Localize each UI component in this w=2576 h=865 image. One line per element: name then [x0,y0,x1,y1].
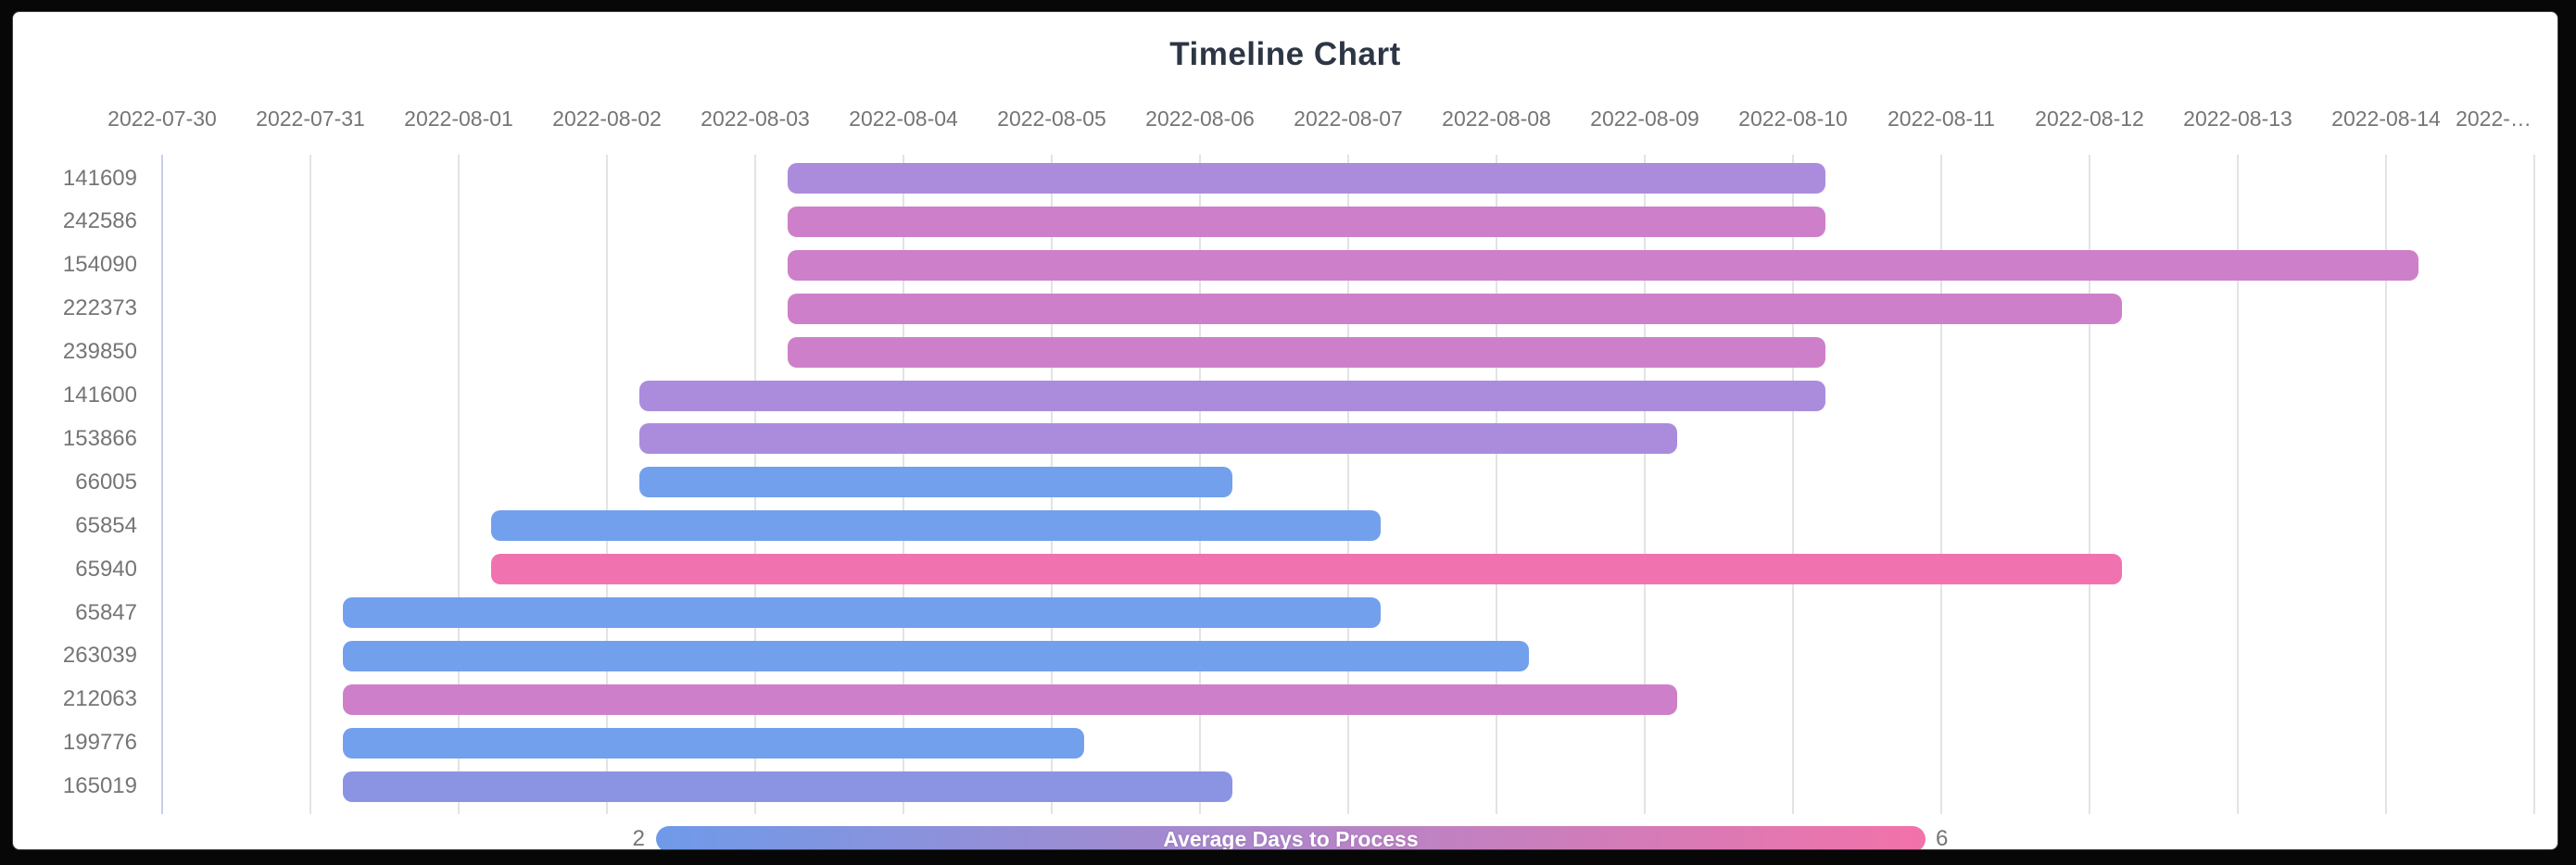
y-axis-row-label: 141600 [62,382,137,407]
x-axis-tick-label: 2022-… [2456,107,2532,131]
gridline [2533,155,2535,814]
chart-title: Timeline Chart [1169,36,1401,72]
y-axis-row-label: 199776 [62,730,137,756]
x-axis-tick-label: 2022-07-30 [107,107,217,131]
gridline [1347,155,1349,814]
y-axis-row-label: 65940 [75,556,137,582]
timeline-bar[interactable] [639,467,1233,498]
y-axis-row-label: 153866 [62,425,137,451]
x-axis-tick-label: 2022-08-11 [1888,107,1995,131]
x-axis-tick-label: 2022-08-05 [997,107,1106,131]
gridline [1940,155,1942,814]
x-axis-tick-label: 2022-08-14 [2331,107,2441,131]
y-axis-row-label: 65847 [75,599,137,625]
gridline [1792,155,1794,814]
x-axis-tick-label: 2022-08-02 [552,107,662,131]
x-axis-tick-label: 2022-07-31 [256,107,365,131]
y-axis-row-label: 263039 [62,643,137,669]
x-axis-tick-label: 2022-08-10 [1738,107,1848,131]
y-axis-row-label: 222373 [62,295,137,321]
timeline-bar[interactable] [788,293,2123,324]
y-axis-row-label: 242586 [62,208,137,234]
timeline-bar[interactable] [788,206,1826,237]
timeline-bar[interactable] [491,554,2123,585]
legend-title: Average Days to Process [1163,827,1419,850]
x-axis-tick-label: 2022-08-08 [1442,107,1551,131]
gridline [2237,155,2239,814]
gridline [606,155,608,814]
timeline-bar[interactable] [639,380,1826,411]
x-axis-tick-label: 2022-08-01 [404,107,513,131]
x-axis-tick-label: 2022-08-12 [2035,107,2144,131]
timeline-bar[interactable] [639,423,1678,455]
timeline-bar[interactable] [343,683,1678,715]
y-axis-row-label: 65854 [75,512,137,538]
x-axis-tick-label: 2022-08-13 [2183,107,2292,131]
timeline-bar[interactable] [788,336,1826,368]
y-axis-row-label: 141609 [62,165,137,191]
gridline [458,155,460,814]
legend-max-value: 6 [1936,826,1949,850]
y-axis-row-label: 165019 [62,773,137,799]
timeline-bar[interactable] [788,163,1826,194]
gridline [1644,155,1646,814]
gridline [2385,155,2387,814]
timeline-bar[interactable] [343,640,1530,671]
timeline-bar[interactable] [343,771,1233,802]
y-axis-row-label: 154090 [62,252,137,278]
x-axis-tick-label: 2022-08-09 [1590,107,1699,131]
gridline [2089,155,2090,814]
x-axis-tick-label: 2022-08-04 [849,107,958,131]
chart-card: Timeline Chart 2022-07-30 2022-07-31 2022-… [12,11,2558,850]
gridline [309,155,311,814]
x-axis-tick-label: 2022-08-03 [701,107,810,131]
legend-min-value: 2 [632,826,645,850]
legend-gradient-bar[interactable]: Average Days to Process [656,826,1926,850]
y-axis-row-label: 239850 [62,339,137,365]
timeline-bar[interactable] [788,249,2419,281]
y-axis-row-label: 212063 [62,686,137,712]
timeline-bar[interactable] [343,727,1085,758]
gridline [161,155,163,814]
x-axis-tick-label: 2022-08-06 [1145,107,1255,131]
y-axis-row-label: 66005 [75,469,137,495]
x-axis-tick-label: 2022-08-07 [1294,107,1403,131]
timeline-bar[interactable] [343,597,1382,628]
timeline-bar[interactable] [491,510,1382,542]
gridline [1496,155,1497,814]
